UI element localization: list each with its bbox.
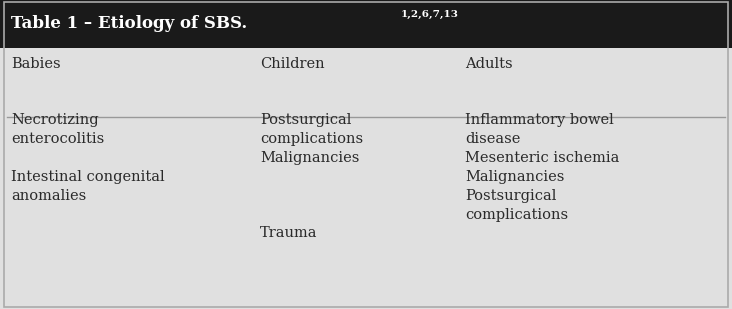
Text: Children: Children — [260, 57, 324, 71]
Text: Inflammatory bowel
disease
Mesenteric ischemia
Malignancies
Postsurgical
complic: Inflammatory bowel disease Mesenteric is… — [465, 113, 619, 222]
Text: 1,2,6,7,13: 1,2,6,7,13 — [401, 10, 459, 19]
Text: Trauma: Trauma — [260, 226, 318, 239]
Text: Postsurgical
complications
Malignancies: Postsurgical complications Malignancies — [260, 113, 363, 165]
Text: Adults: Adults — [465, 57, 512, 71]
FancyBboxPatch shape — [0, 0, 732, 48]
Text: Babies: Babies — [11, 57, 61, 71]
Text: Table 1 – Etiology of SBS.: Table 1 – Etiology of SBS. — [11, 15, 247, 32]
Text: Necrotizing
enterocolitis

Intestinal congenital
anomalies: Necrotizing enterocolitis Intestinal con… — [11, 113, 165, 203]
